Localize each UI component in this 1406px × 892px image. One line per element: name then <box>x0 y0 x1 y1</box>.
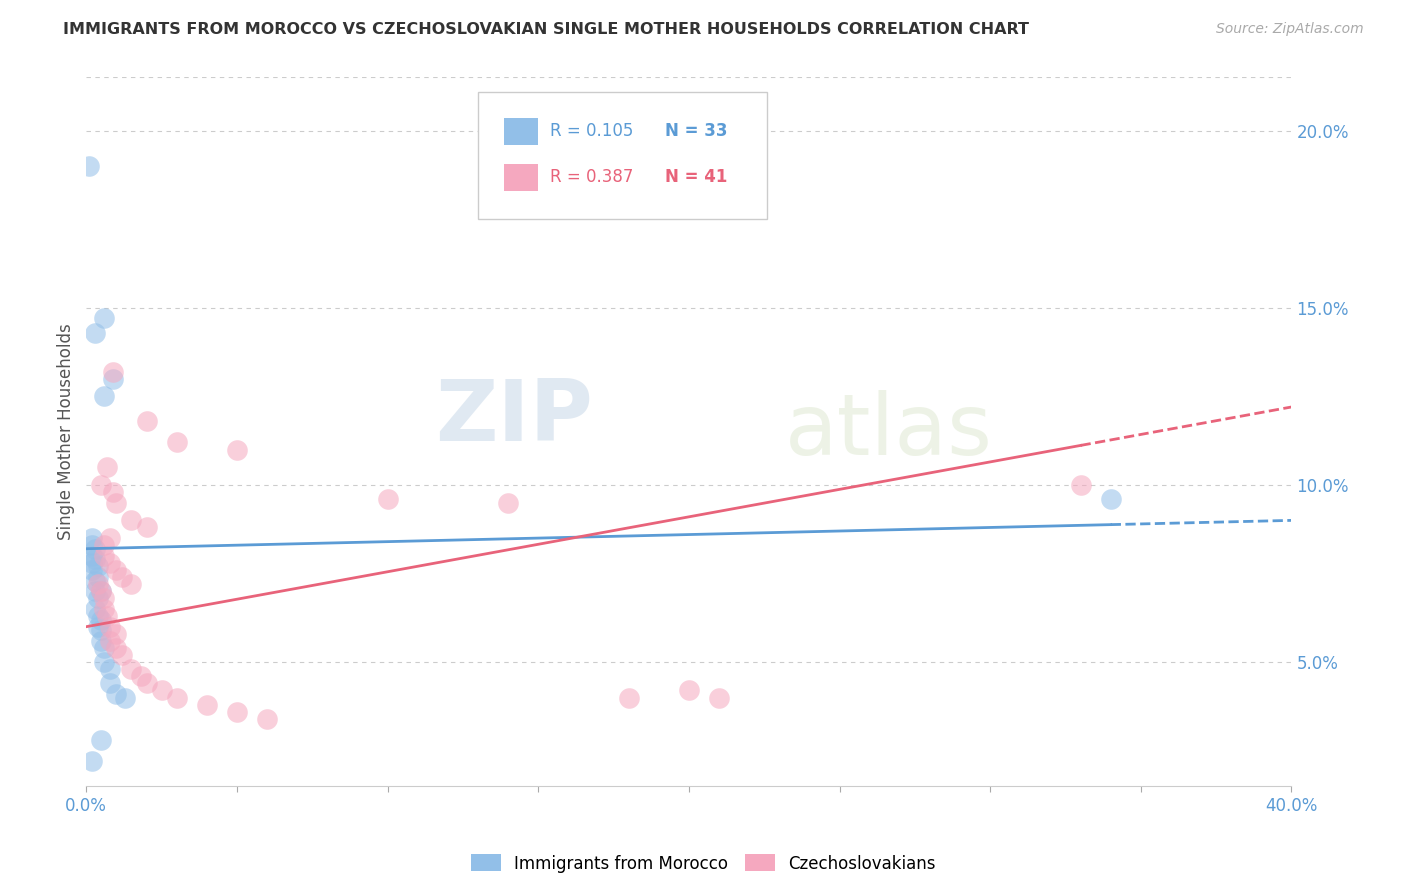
Point <box>90 613 112 627</box>
Point <box>84 326 107 340</box>
Point <box>84 602 107 616</box>
Point <box>90 584 112 599</box>
Point <box>90 478 112 492</box>
Point <box>82 531 104 545</box>
Point <box>87 620 110 634</box>
FancyBboxPatch shape <box>478 92 768 219</box>
Point <box>84 552 107 566</box>
FancyBboxPatch shape <box>505 164 538 191</box>
Point <box>84 584 107 599</box>
Point <box>93 389 115 403</box>
Point <box>93 640 115 655</box>
Point <box>121 513 143 527</box>
Point <box>93 538 115 552</box>
Point <box>100 531 122 545</box>
Text: R = 0.105: R = 0.105 <box>550 122 634 140</box>
Point <box>166 690 188 705</box>
Point <box>82 549 104 563</box>
Point <box>135 520 157 534</box>
Point <box>87 559 110 574</box>
Point <box>100 620 122 634</box>
Text: atlas: atlas <box>786 391 993 474</box>
Point <box>100 633 122 648</box>
Point <box>1070 478 1092 492</box>
Point <box>150 683 173 698</box>
Text: N = 33: N = 33 <box>665 122 727 140</box>
Text: IMMIGRANTS FROM MOROCCO VS CZECHOSLOVAKIAN SINGLE MOTHER HOUSEHOLDS CORRELATION : IMMIGRANTS FROM MOROCCO VS CZECHOSLOVAKI… <box>63 22 1029 37</box>
Point <box>87 570 110 584</box>
Point <box>100 662 122 676</box>
Text: N = 41: N = 41 <box>665 169 727 186</box>
Point <box>93 549 115 563</box>
Point <box>93 591 115 606</box>
Point <box>103 371 125 385</box>
Point <box>105 563 128 577</box>
Point <box>105 627 128 641</box>
Point <box>90 633 112 648</box>
Point <box>87 609 110 624</box>
Legend: Immigrants from Morocco, Czechoslovakians: Immigrants from Morocco, Czechoslovakian… <box>464 847 942 880</box>
Y-axis label: Single Mother Households: Single Mother Households <box>58 324 75 541</box>
Point <box>100 556 122 570</box>
Point <box>87 591 110 606</box>
Point <box>617 690 640 705</box>
Point <box>79 159 101 173</box>
Point <box>103 485 125 500</box>
FancyBboxPatch shape <box>505 118 538 145</box>
Point <box>135 414 157 428</box>
Point <box>82 755 104 769</box>
Point <box>105 496 128 510</box>
Point <box>105 640 128 655</box>
Text: R = 0.387: R = 0.387 <box>550 169 634 186</box>
Point <box>135 676 157 690</box>
Point <box>129 669 152 683</box>
Point <box>84 574 107 588</box>
Point <box>82 538 104 552</box>
Point <box>496 496 519 510</box>
Point <box>90 733 112 747</box>
Point <box>90 624 112 638</box>
Point <box>82 556 104 570</box>
Point <box>195 698 218 712</box>
Point <box>121 577 143 591</box>
Point <box>121 662 143 676</box>
Point <box>166 435 188 450</box>
Point <box>82 563 104 577</box>
Point <box>111 570 134 584</box>
Point <box>90 584 112 599</box>
Point <box>103 365 125 379</box>
Point <box>1099 492 1122 507</box>
Point <box>678 683 700 698</box>
Point <box>707 690 730 705</box>
Point <box>100 676 122 690</box>
Text: ZIP: ZIP <box>434 376 592 459</box>
Point <box>226 705 249 719</box>
Point <box>114 690 136 705</box>
Point <box>105 687 128 701</box>
Point <box>96 609 118 624</box>
Point <box>87 577 110 591</box>
Point <box>377 492 399 507</box>
Point <box>93 311 115 326</box>
Point <box>93 602 115 616</box>
Point <box>84 541 107 556</box>
Point <box>96 460 118 475</box>
Point <box>256 712 278 726</box>
Point <box>93 655 115 669</box>
Point <box>111 648 134 662</box>
Text: Source: ZipAtlas.com: Source: ZipAtlas.com <box>1216 22 1364 37</box>
Point <box>226 442 249 457</box>
